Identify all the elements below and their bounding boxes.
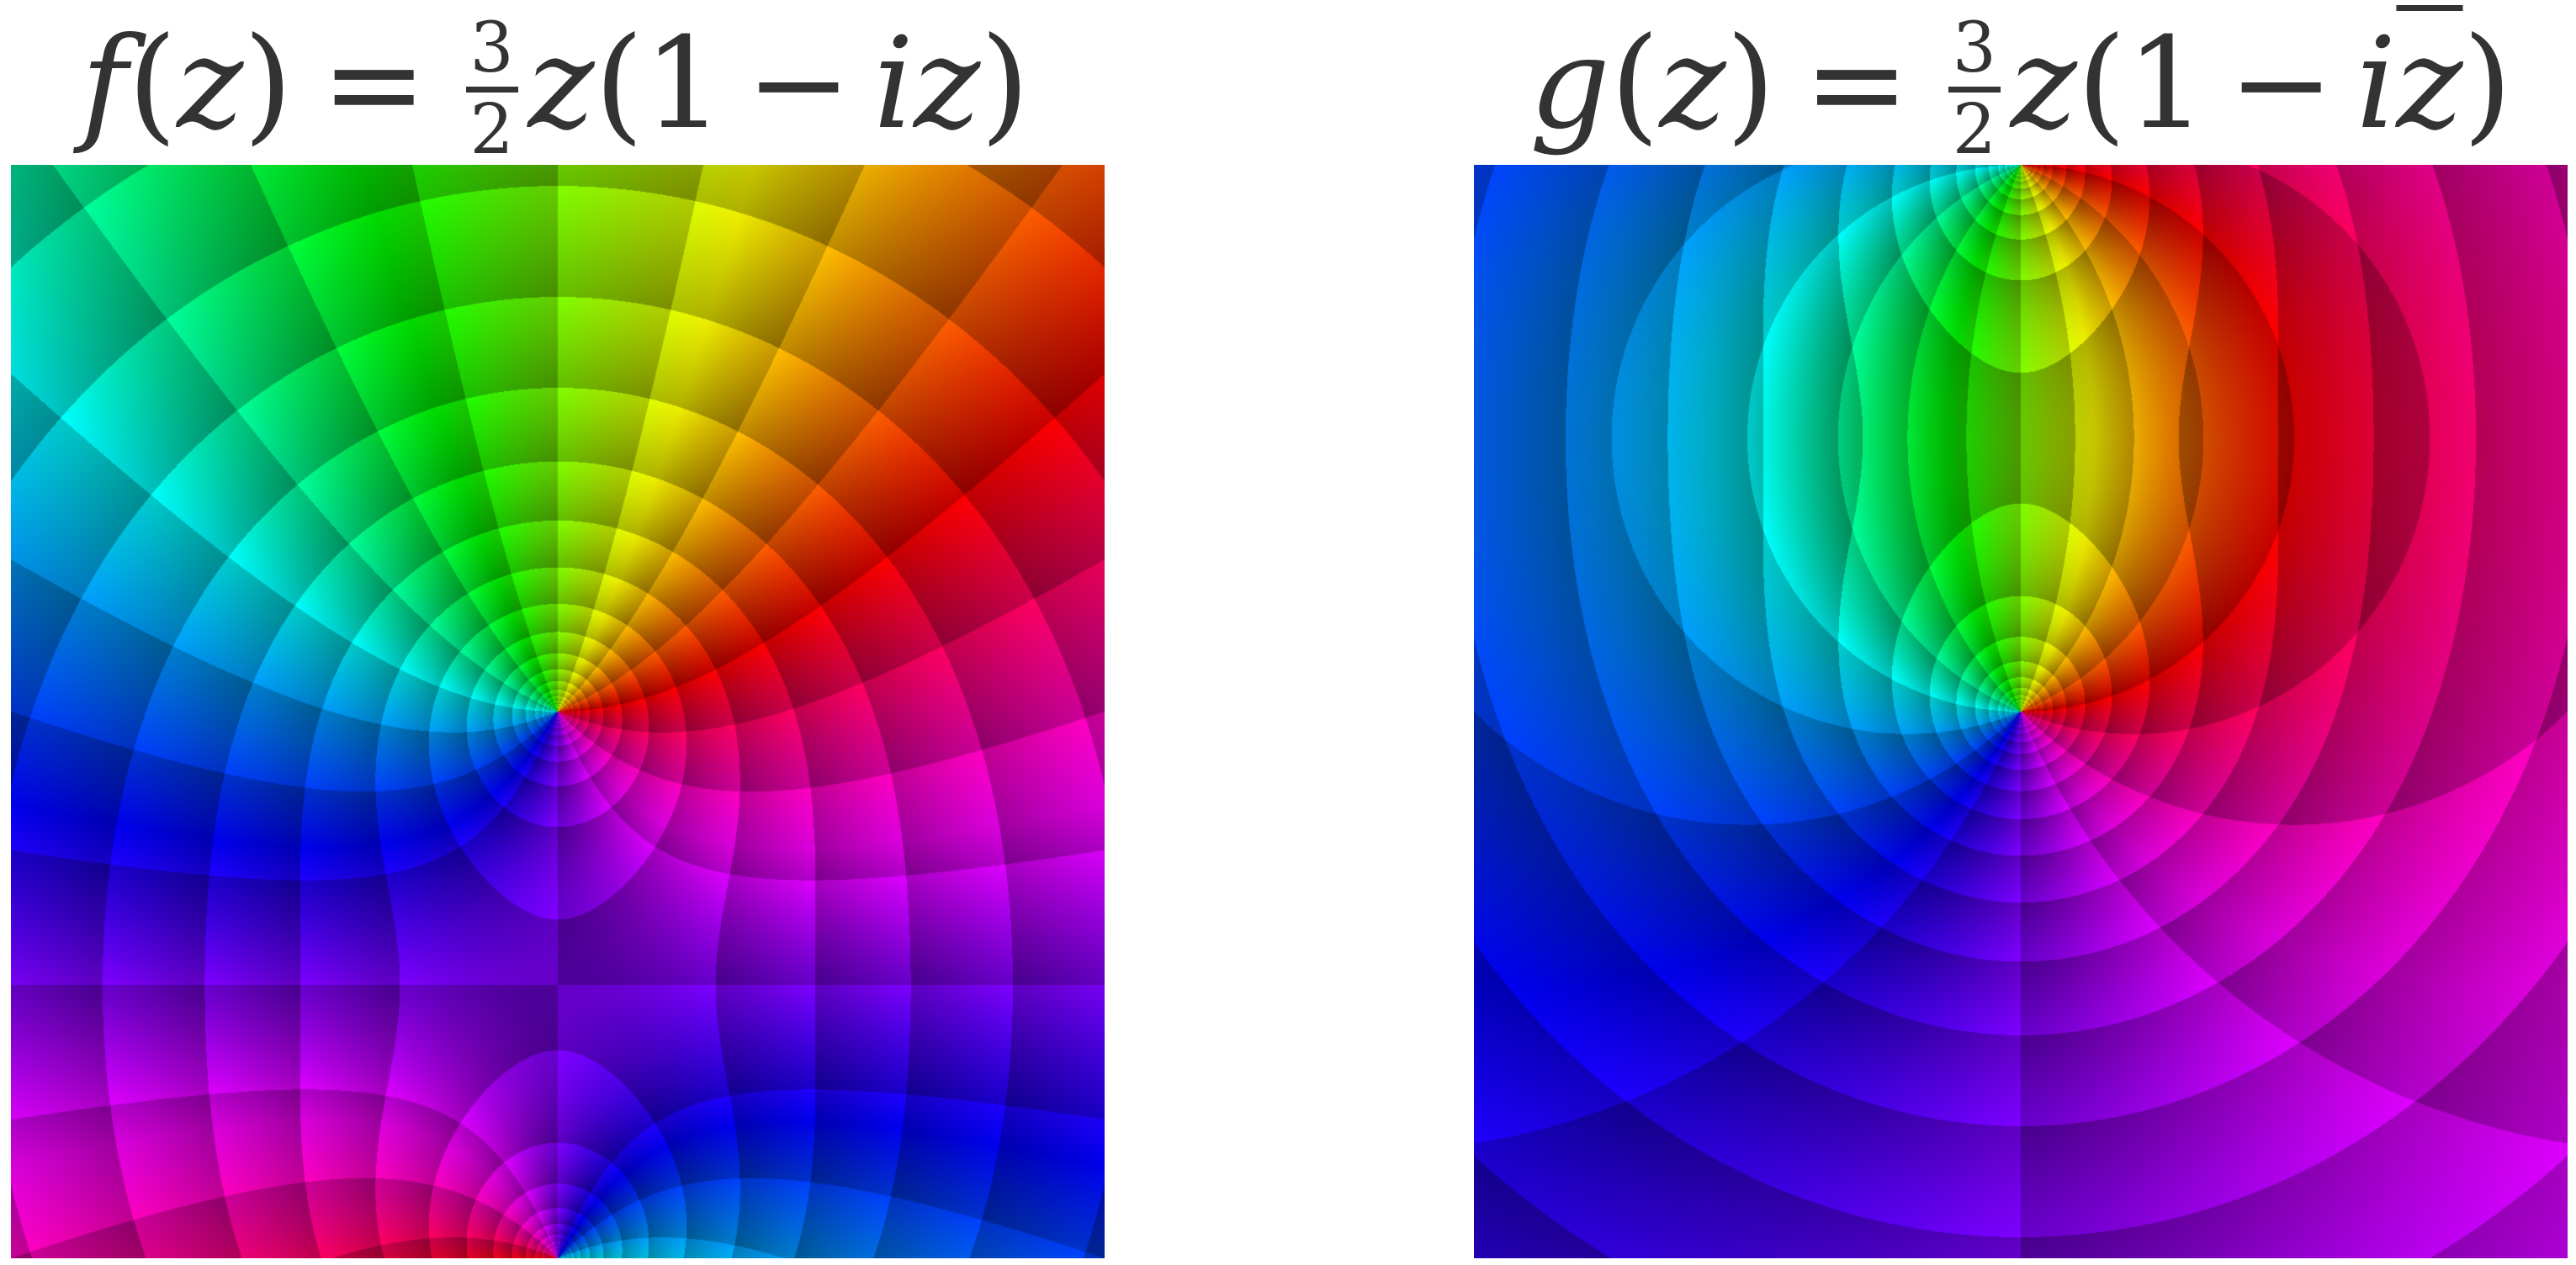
equals-sign: = (321, 11, 427, 157)
factor-z: z (527, 11, 595, 157)
minus-sign: − (745, 11, 852, 157)
z-conjugate-term: z (2396, 11, 2463, 157)
imaginary-unit: i (2356, 11, 2397, 157)
constant-one: 1 (644, 11, 724, 157)
plot-title-f: f(z) = 3 2 z(1 − i z) (81, 8, 1030, 170)
fraction: 3 2 (1948, 8, 2001, 170)
fraction-denominator: 2 (1952, 89, 1996, 170)
domain-coloring-plot-f (11, 165, 1105, 1258)
plot-title-g: g(z) = 3 2 z(1 − i z) (1529, 8, 2513, 170)
constant-one: 1 (2126, 11, 2207, 157)
function-name: f (81, 11, 128, 157)
equals-sign: = (1804, 11, 1910, 157)
imaginary-unit: i (873, 11, 914, 157)
function-name: g (1529, 11, 1610, 157)
function-argument: z (1659, 11, 1726, 157)
factor-z: z (2010, 11, 2077, 157)
z-term: z (914, 11, 981, 157)
fraction-numerator: 3 (469, 8, 514, 88)
fraction: 3 2 (465, 8, 518, 170)
function-argument: z (177, 11, 244, 157)
fraction-denominator: 2 (469, 89, 514, 170)
minus-sign: − (2228, 11, 2335, 157)
fraction-numerator: 3 (1952, 8, 1996, 88)
domain-coloring-plot-g (1474, 165, 2568, 1258)
